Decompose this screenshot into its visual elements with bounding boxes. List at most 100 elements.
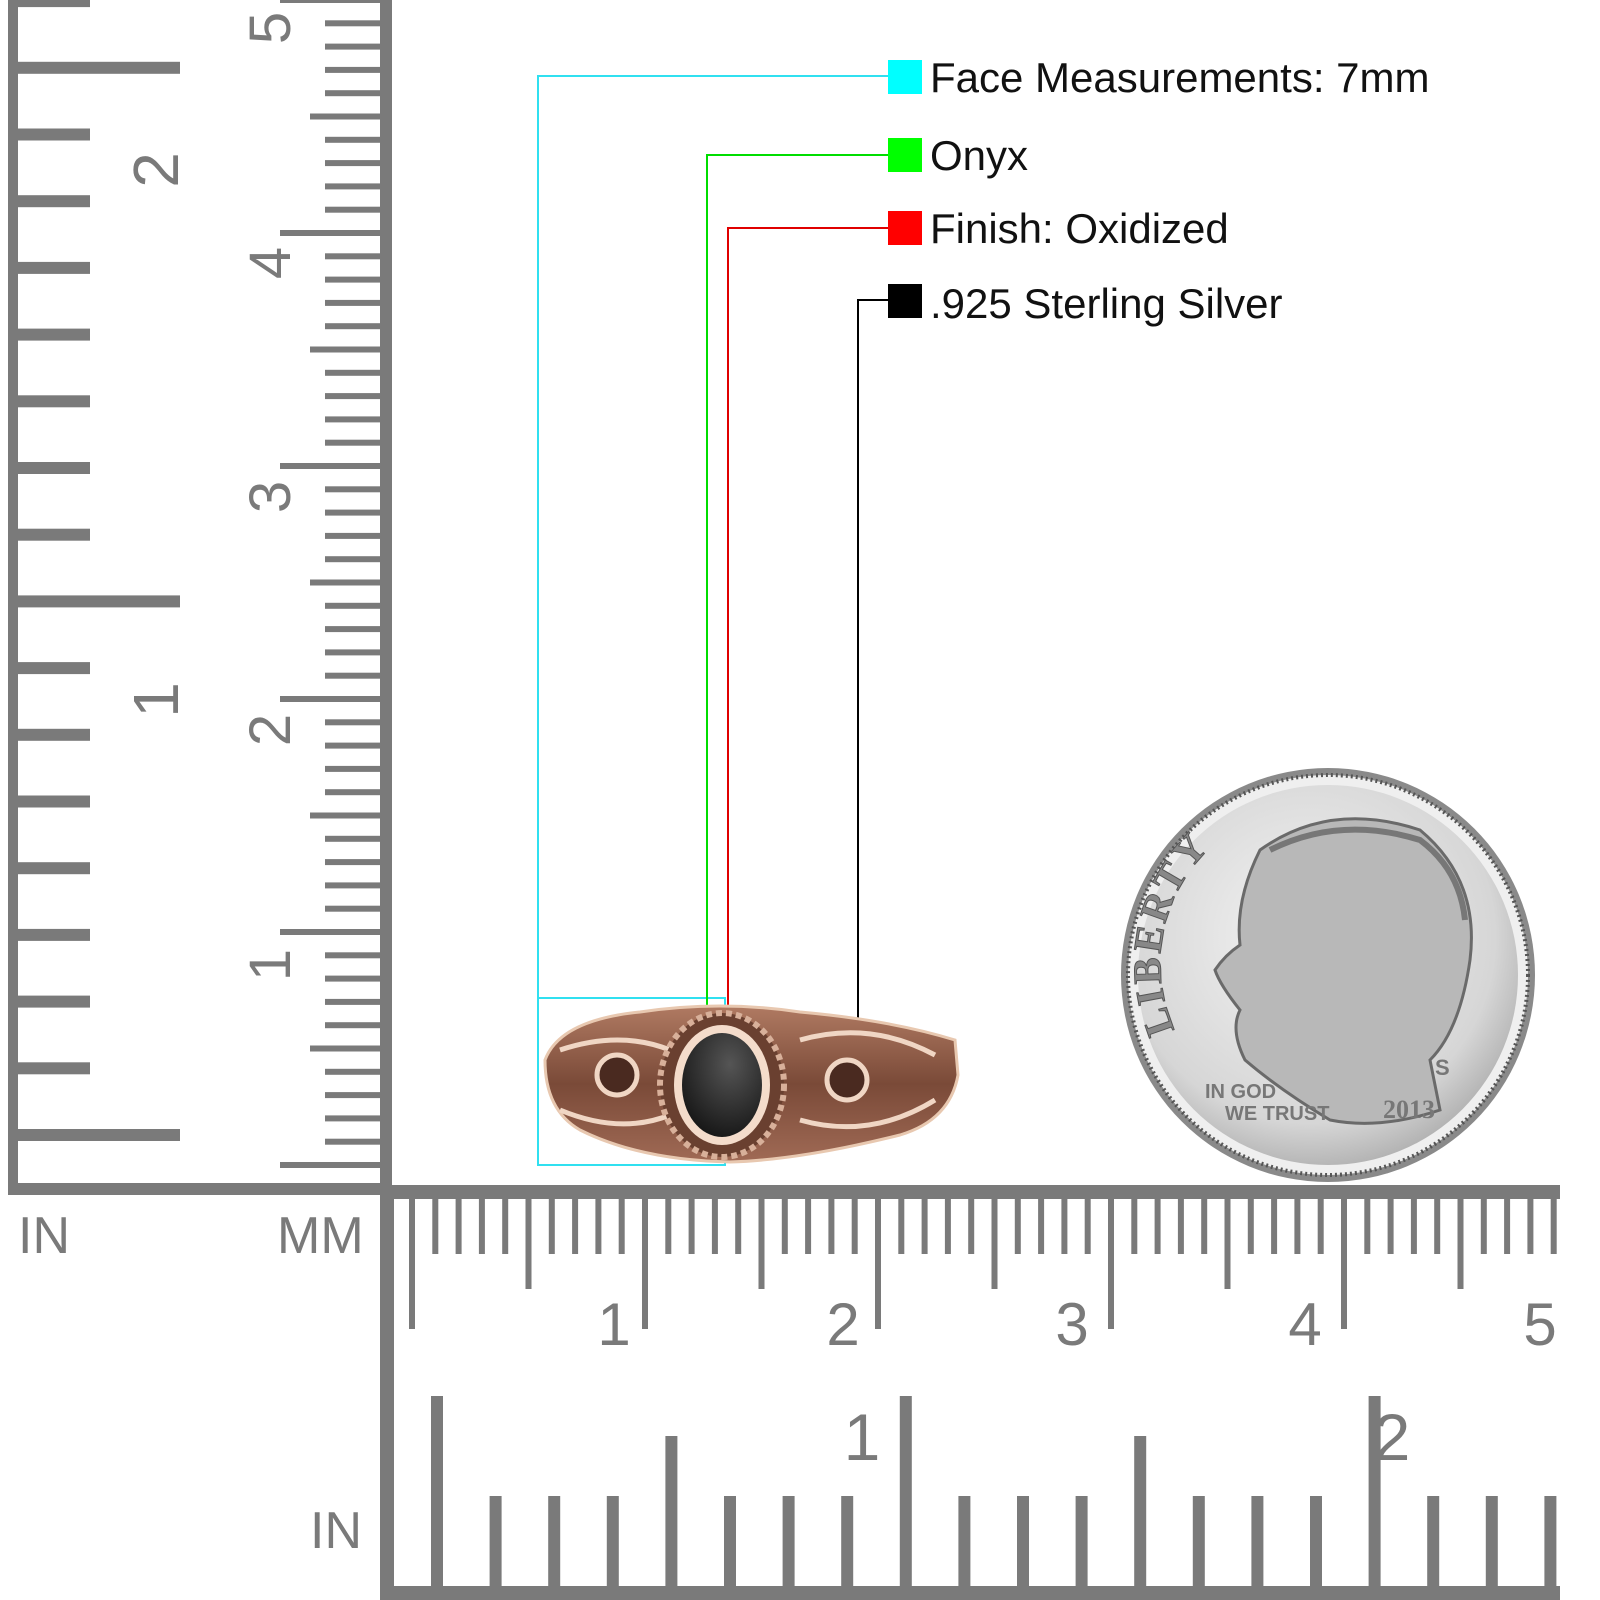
horizontal-mm-tick — [1527, 1199, 1534, 1254]
horizontal-mm-tick — [525, 1199, 532, 1289]
vertical-mm-tick — [325, 1138, 380, 1145]
horizontal-mm-tick — [1108, 1199, 1114, 1329]
horizontal-inch-tick — [431, 1396, 443, 1586]
vertical-mm-tick — [325, 626, 380, 633]
vertical-mm-tick — [325, 556, 380, 563]
coin-mint-mark: S — [1435, 1055, 1450, 1080]
horizontal-mm-tick — [1457, 1199, 1464, 1289]
vertical-mm-tick — [325, 43, 380, 50]
horizontal-mm-tick — [502, 1199, 509, 1254]
horizontal-mm-tick — [1084, 1199, 1091, 1254]
left-ruler-mm-unit: MM — [277, 1207, 364, 1265]
vertical-mm-tick — [325, 206, 380, 213]
horizontal-mm-tick — [1317, 1199, 1324, 1254]
vertical-inch-tick — [15, 61, 180, 74]
vertical-inch-tick — [15, 1062, 90, 1075]
vertical-inch-tick — [15, 395, 90, 408]
vertical-cm-label: 4 — [238, 247, 303, 279]
left-ruler-inch-unit: IN — [18, 1207, 70, 1265]
horizontal-cm-label: 2 — [826, 1291, 859, 1358]
horizontal-ruler-bottom-edge — [380, 1586, 1560, 1600]
vertical-mm-tick — [325, 719, 380, 726]
legend-swatch-finish — [888, 211, 922, 245]
face-measurement-leader — [537, 75, 888, 1165]
vertical-inch-tick — [15, 195, 90, 208]
vertical-mm-tick — [325, 952, 380, 959]
horizontal-inch-tick — [489, 1496, 502, 1586]
vertical-mm-tick — [325, 509, 380, 516]
vertical-mm-tick — [325, 486, 380, 493]
legend-sterling-silver: .925 Sterling Silver — [930, 280, 1283, 327]
horizontal-mm-tick — [572, 1199, 579, 1254]
onyx-stone — [682, 1033, 762, 1137]
horizontal-mm-tick — [642, 1199, 648, 1329]
vertical-mm-tick — [310, 579, 380, 586]
legend-swatch-onyx — [888, 138, 922, 172]
vertical-inch-tick — [15, 528, 90, 541]
vertical-mm-tick — [325, 742, 380, 749]
vertical-mm-tick — [325, 1068, 380, 1075]
vertical-mm-tick — [325, 90, 380, 97]
horizontal-mm-tick — [1410, 1199, 1417, 1254]
vertical-cm-label: 2 — [238, 714, 303, 746]
horizontal-mm-tick — [991, 1199, 998, 1289]
horizontal-mm-tick — [665, 1199, 672, 1254]
vertical-mm-tick — [280, 463, 380, 469]
vertical-mm-tick — [325, 1115, 380, 1122]
coin-motto-line2: WE TRUST — [1225, 1103, 1329, 1125]
onyx-leader — [706, 154, 888, 1062]
legend-face-measurements: Face Measurements: 7mm — [930, 54, 1430, 101]
horizontal-ruler-left-edge — [380, 1185, 394, 1600]
horizontal-mm-tick — [1364, 1199, 1371, 1254]
horizontal-inch-tick — [958, 1496, 971, 1586]
horizontal-mm-tick — [1480, 1199, 1487, 1254]
vertical-mm-tick — [325, 882, 380, 889]
coin-year: 2013 — [1383, 1095, 1435, 1124]
horizontal-mm-tick — [1131, 1199, 1138, 1254]
horizontal-mm-tick — [875, 1199, 881, 1329]
vertical-mm-tick — [325, 998, 380, 1005]
vertical-mm-tick — [280, 1162, 380, 1168]
horizontal-mm-tick — [595, 1199, 602, 1254]
vertical-inch-label: 2 — [120, 152, 192, 188]
vertical-cm-label: 5 — [238, 12, 303, 44]
horizontal-mm-tick — [618, 1199, 625, 1254]
vertical-mm-tick — [325, 602, 380, 609]
horizontal-mm-tick — [1061, 1199, 1068, 1254]
horizontal-inch-tick — [1075, 1496, 1088, 1586]
legend-onyx: Onyx — [930, 132, 1029, 179]
horizontal-mm-tick — [1550, 1199, 1557, 1254]
horizontal-ruler-top-edge — [380, 1185, 1560, 1199]
horizontal-inch-tick — [1485, 1496, 1498, 1586]
finish-leader — [727, 227, 888, 1005]
vertical-inch-tick — [15, 328, 90, 341]
vertical-inch-tick — [15, 862, 90, 875]
vertical-mm-tick — [325, 789, 380, 796]
vertical-mm-tick — [310, 346, 380, 353]
horizontal-inch-tick — [665, 1436, 678, 1586]
vertical-cm-label: 1 — [238, 949, 303, 981]
vertical-ruler-bottom-edge — [8, 1183, 392, 1195]
horizontal-ruler — [380, 1185, 1560, 1600]
horizontal-mm-tick — [1247, 1199, 1254, 1254]
vertical-inch-tick — [15, 928, 90, 941]
horizontal-inch-tick — [1134, 1436, 1147, 1586]
horizontal-mm-tick — [1387, 1199, 1394, 1254]
horizontal-mm-tick — [828, 1199, 835, 1254]
vertical-inch-tick — [15, 462, 90, 474]
horizontal-mm-tick — [921, 1199, 928, 1254]
horizontal-inch-tick — [724, 1496, 736, 1586]
vertical-mm-tick — [325, 975, 380, 982]
vertical-mm-tick — [310, 812, 380, 819]
horizontal-mm-tick — [1434, 1199, 1441, 1254]
vertical-ruler — [8, 0, 392, 1195]
vertical-mm-tick — [310, 1045, 380, 1052]
horizontal-inch-tick — [1544, 1496, 1557, 1586]
horizontal-mm-tick — [968, 1199, 975, 1254]
vertical-mm-tick — [280, 0, 380, 3]
vertical-mm-tick — [325, 136, 380, 143]
horizontal-mm-tick — [735, 1199, 742, 1254]
vertical-ruler-right-edge — [380, 0, 392, 1195]
vertical-mm-tick — [325, 66, 380, 73]
